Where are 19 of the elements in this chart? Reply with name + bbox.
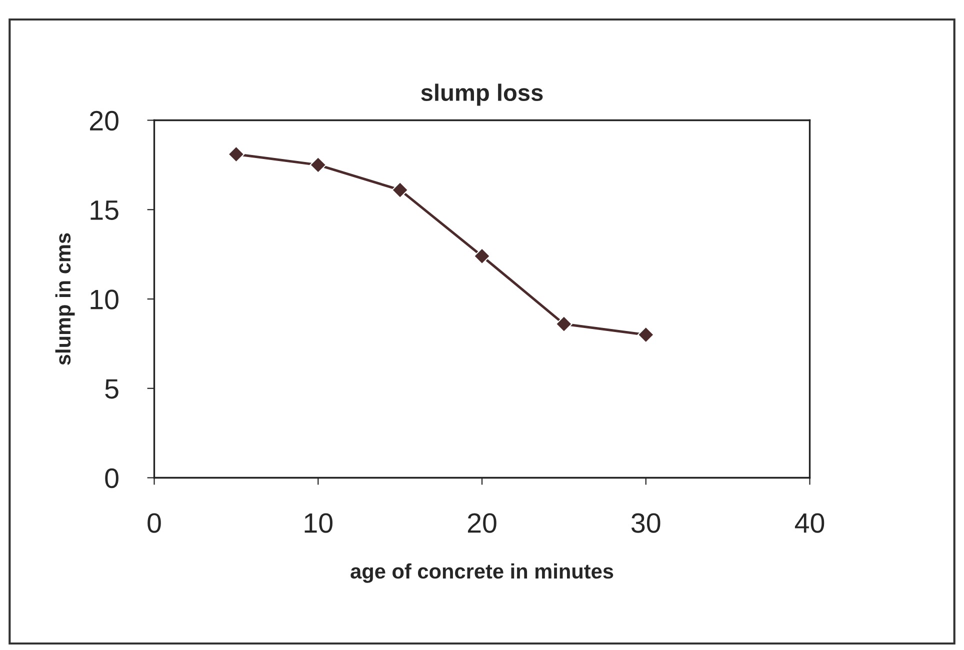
- y-tick-label: 0: [105, 468, 118, 488]
- y-tick-label: 15: [90, 200, 118, 220]
- y-tick-label: 5: [105, 379, 118, 399]
- point: [474, 248, 490, 264]
- x-tick-label: 30: [631, 513, 660, 533]
- point: [310, 156, 326, 174]
- point: [392, 182, 408, 198]
- x-axis-title: age of concrete in minutes: [350, 563, 614, 583]
- y-tick-label: 10: [90, 290, 118, 310]
- y-tick-label: 20: [90, 110, 118, 131]
- point: [556, 316, 572, 332]
- point: [228, 146, 245, 163]
- x-tick-label: 0: [148, 513, 161, 533]
- chart-title: slump loss: [421, 84, 543, 106]
- x-tick-label: 20: [468, 513, 496, 533]
- y-axis-title: slump in cms: [55, 233, 75, 365]
- x-tick-label: 40: [794, 513, 824, 533]
- point: [638, 326, 654, 344]
- x-tick-label: 10: [304, 513, 332, 533]
